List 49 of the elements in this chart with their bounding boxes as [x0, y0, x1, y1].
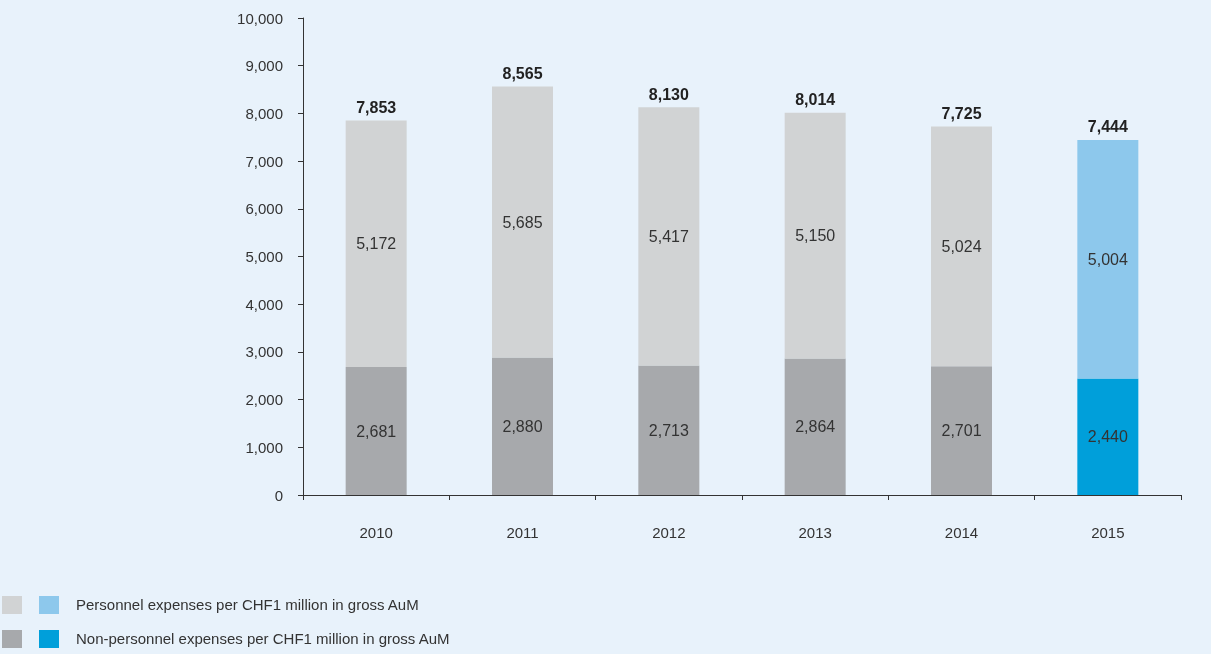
data-label: 2,440	[1087, 428, 1128, 446]
y-tick-label: 1,000	[245, 438, 283, 456]
x-tick-label: 2013	[798, 524, 832, 541]
y-tick-label: 8,000	[245, 104, 283, 122]
data-label: 2,864	[795, 418, 836, 436]
bar	[492, 357, 553, 495]
data-label: 5,150	[795, 227, 836, 245]
y-tick-label: 0	[274, 486, 283, 504]
bar	[784, 358, 846, 495]
bar	[638, 107, 700, 366]
y-tick-label: 7,000	[245, 152, 283, 170]
data-label: 2,681	[356, 422, 397, 440]
data-label: 5,685	[502, 213, 543, 231]
y-tick-label: 2,000	[245, 391, 283, 409]
bar	[931, 126, 992, 367]
data-label: 5,172	[356, 235, 397, 253]
bar	[492, 86, 553, 358]
legend-label: Non-personnel expenses per CHF1 million in gross AuM	[76, 630, 450, 647]
x-tick-label: 2012	[652, 524, 686, 541]
bar	[1077, 378, 1139, 495]
legend-label: Personnel expenses per CHF1 million in gross AuM	[76, 596, 419, 613]
bar	[784, 112, 846, 359]
data-label: 5,417	[648, 227, 689, 245]
y-tick-label: 9,000	[245, 57, 283, 75]
bar	[638, 365, 700, 495]
y-tick-label: 5,000	[245, 248, 283, 265]
total-label: 7,444	[1087, 118, 1128, 136]
y-tick-label: 4,000	[245, 295, 283, 313]
x-tick-label: 2011	[506, 524, 539, 541]
total-label: 8,130	[648, 85, 689, 103]
data-label: 2,713	[648, 421, 689, 439]
x-tick-label: 2014	[944, 524, 979, 541]
x-tick-label: 2010	[359, 524, 393, 541]
data-label: 2,701	[941, 422, 982, 440]
x-tick-label: 2015	[1091, 524, 1125, 541]
bar	[345, 367, 407, 495]
total-label: 7,853	[356, 98, 397, 116]
y-tick-label: 6,000	[245, 200, 283, 218]
data-label: 2,880	[502, 417, 543, 435]
bar	[345, 120, 407, 368]
data-label: 5,024	[941, 237, 982, 255]
y-tick-label: 10,000	[237, 9, 283, 27]
bar	[1077, 139, 1139, 379]
total-label: 8,565	[502, 64, 543, 82]
y-tick-label: 3,000	[245, 343, 283, 361]
data-label: 5,004	[1087, 250, 1128, 268]
total-label: 8,014	[795, 91, 836, 109]
bar	[931, 366, 992, 495]
total-label: 7,725	[941, 105, 982, 123]
